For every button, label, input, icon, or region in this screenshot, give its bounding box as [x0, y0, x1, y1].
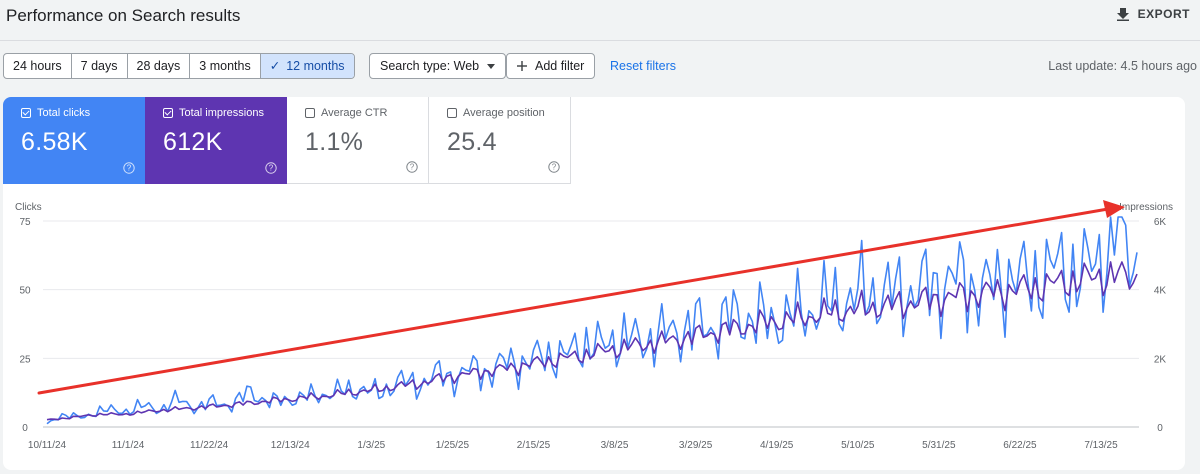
- metric-label: Total clicks: [37, 107, 91, 119]
- help-icon[interactable]: ?: [548, 161, 560, 173]
- metric-total-impressions[interactable]: Total impressions 612K ?: [145, 97, 287, 184]
- trend-arrow-line: [37, 207, 1110, 395]
- trend-arrow-head: [1103, 200, 1125, 218]
- x-tick-label: 5/10/25: [841, 440, 875, 451]
- range-12-months-label: 12 months: [286, 59, 345, 73]
- metric-value: 1.1%: [305, 128, 364, 156]
- date-range-selector: 24 hours 7 days 28 days 3 months ✓ 12 mon…: [3, 53, 355, 79]
- checkbox-checked-icon[interactable]: [163, 108, 173, 118]
- left-tick-label: 0: [22, 423, 28, 434]
- svg-text:?: ?: [552, 163, 557, 172]
- x-tick-label: 4/19/25: [760, 440, 794, 451]
- clicks-series-line: [46, 216, 1138, 425]
- caret-down-icon: [487, 63, 496, 69]
- x-tick-label: 2/15/25: [517, 440, 551, 451]
- left-axis-title: Clicks: [15, 202, 42, 213]
- page-title: Performance on Search results: [6, 6, 241, 25]
- metric-value: 25.4: [447, 128, 497, 156]
- left-tick-label: 75: [19, 217, 31, 228]
- x-tick-label: 6/22/25: [1003, 440, 1037, 451]
- export-label: EXPORT: [1137, 7, 1190, 21]
- reset-filters-link[interactable]: Reset filters: [610, 59, 676, 73]
- right-tick-label: 4K: [1154, 286, 1167, 297]
- right-tick-label: 6K: [1154, 217, 1167, 228]
- svg-text:?: ?: [269, 164, 274, 173]
- checkbox-unchecked-icon[interactable]: [447, 108, 457, 118]
- download-icon: [1116, 8, 1129, 21]
- metric-label: Average position: [463, 107, 545, 119]
- right-axis-title: Impressions: [1119, 202, 1173, 213]
- add-filter-button[interactable]: Add filter: [506, 53, 596, 79]
- last-update-text: Last update: 4.5 hours ago: [1048, 59, 1197, 73]
- page-header: Performance on Search results EXPORT: [0, 0, 1200, 41]
- checkbox-unchecked-icon[interactable]: [305, 108, 315, 118]
- x-tick-label: 7/13/25: [1084, 440, 1118, 451]
- help-icon[interactable]: ?: [123, 162, 135, 174]
- x-tick-label: 10/11/24: [28, 440, 67, 451]
- performance-card: Total clicks 6.58K ? Total impressions 6…: [3, 97, 1185, 470]
- metric-average-position[interactable]: Average position 25.4 ?: [429, 97, 571, 184]
- x-tick-label: 3/8/25: [601, 440, 629, 451]
- export-button[interactable]: EXPORT: [1116, 7, 1190, 21]
- plus-icon: [517, 61, 527, 71]
- x-tick-label: 11/1/24: [112, 440, 145, 451]
- x-tick-label: 3/29/25: [679, 440, 713, 451]
- x-tick-label: 5/31/25: [922, 440, 956, 451]
- metric-label: Total impressions: [179, 107, 264, 119]
- range-24-hours[interactable]: 24 hours: [4, 54, 72, 78]
- metric-value: 612K: [163, 128, 223, 156]
- check-icon: ✓: [269, 59, 281, 73]
- right-tick-label: 0: [1157, 423, 1163, 434]
- help-icon[interactable]: ?: [265, 162, 277, 174]
- x-tick-label: 12/13/24: [271, 440, 310, 451]
- svg-text:?: ?: [127, 164, 132, 173]
- search-type-dropdown[interactable]: Search type: Web: [369, 53, 507, 79]
- x-tick-label: 1/25/25: [436, 440, 470, 451]
- left-tick-label: 50: [19, 286, 31, 297]
- right-tick-label: 2K: [1154, 354, 1167, 365]
- range-3-months[interactable]: 3 months: [190, 54, 261, 78]
- left-tick-label: 25: [19, 354, 31, 365]
- add-filter-label: Add filter: [535, 59, 585, 73]
- range-7-days[interactable]: 7 days: [72, 54, 128, 78]
- metric-label: Average CTR: [321, 107, 388, 119]
- filter-toolbar: 24 hours 7 days 28 days 3 months ✓ 12 mon…: [0, 53, 1200, 79]
- range-12-months[interactable]: ✓ 12 months: [260, 54, 354, 78]
- range-28-days[interactable]: 28 days: [128, 54, 191, 78]
- metric-average-ctr[interactable]: Average CTR 1.1% ?: [287, 97, 429, 184]
- search-type-label: Search type: Web: [380, 59, 480, 73]
- x-tick-label: 11/22/24: [190, 440, 229, 451]
- svg-text:?: ?: [410, 163, 415, 172]
- metric-total-clicks[interactable]: Total clicks 6.58K ?: [3, 97, 145, 184]
- metric-value: 6.58K: [21, 128, 88, 156]
- impressions-series-line: [46, 261, 1138, 421]
- checkbox-checked-icon[interactable]: [21, 108, 31, 118]
- help-icon[interactable]: ?: [406, 161, 418, 173]
- x-tick-label: 1/3/25: [357, 440, 385, 451]
